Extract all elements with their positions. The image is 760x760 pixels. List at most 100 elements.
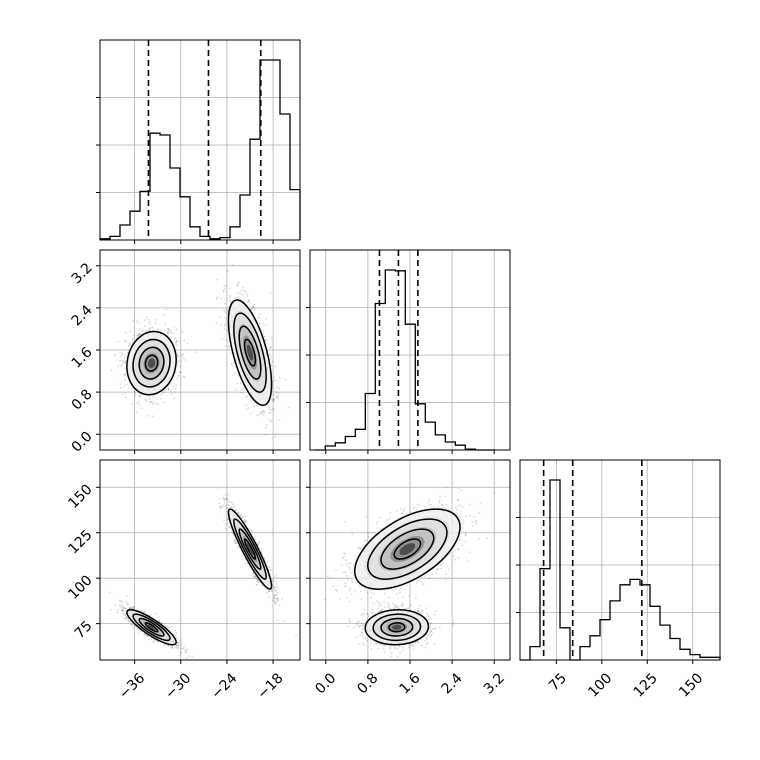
sample-point bbox=[132, 334, 135, 337]
sample-point bbox=[269, 291, 272, 294]
hist-panel-0 bbox=[96, 39, 301, 244]
contour-line bbox=[227, 299, 273, 407]
sample-point bbox=[273, 597, 276, 600]
sample-point bbox=[149, 327, 152, 329]
sample-point bbox=[149, 401, 152, 403]
sample-point bbox=[176, 344, 179, 347]
sample-point bbox=[261, 411, 264, 414]
sample-point bbox=[236, 545, 239, 548]
sample-point bbox=[267, 412, 270, 414]
sample-point bbox=[138, 333, 141, 336]
sample-point bbox=[181, 355, 184, 358]
sample-point bbox=[283, 620, 286, 623]
sample-point bbox=[181, 647, 184, 650]
contour-line bbox=[138, 617, 165, 637]
sample-point bbox=[272, 407, 275, 410]
sample-point bbox=[173, 397, 175, 400]
sample-point bbox=[114, 354, 116, 357]
sample-point bbox=[220, 324, 223, 327]
sample-point bbox=[124, 331, 127, 334]
sample-point bbox=[235, 389, 237, 391]
sample-point bbox=[277, 397, 279, 399]
sample-point bbox=[236, 291, 239, 294]
sample-point bbox=[268, 353, 271, 356]
sample-point bbox=[230, 352, 232, 354]
sample-point bbox=[174, 646, 177, 649]
sample-point bbox=[218, 502, 221, 505]
sample-point bbox=[123, 372, 125, 375]
sample-point bbox=[114, 603, 117, 606]
sample-point bbox=[127, 345, 130, 347]
sample-point bbox=[224, 323, 227, 326]
sample-point bbox=[258, 313, 261, 316]
sample-point bbox=[170, 331, 173, 334]
sample-point bbox=[191, 655, 194, 658]
sample-point bbox=[123, 385, 125, 388]
sample-point bbox=[255, 414, 258, 417]
sample-point bbox=[167, 328, 170, 331]
sample-point bbox=[238, 281, 240, 284]
sample-point bbox=[119, 604, 122, 607]
sample-point bbox=[132, 607, 135, 610]
sample-point bbox=[269, 346, 272, 349]
sample-point bbox=[167, 626, 169, 629]
sample-point bbox=[132, 626, 134, 628]
sample-point bbox=[120, 606, 123, 609]
sample-point bbox=[129, 607, 131, 610]
sample-point bbox=[120, 601, 123, 604]
density-fill bbox=[147, 624, 156, 630]
sample-point bbox=[236, 382, 239, 385]
sample-point bbox=[137, 632, 140, 635]
sample-point bbox=[139, 610, 142, 612]
sample-point bbox=[124, 373, 127, 376]
sample-point bbox=[143, 319, 146, 322]
sample-point bbox=[138, 322, 141, 325]
sample-point bbox=[287, 406, 290, 409]
sample-point bbox=[226, 329, 229, 331]
sample-point bbox=[151, 326, 154, 329]
sample-point bbox=[265, 317, 267, 320]
sample-point bbox=[276, 597, 279, 600]
sample-point bbox=[274, 379, 277, 382]
sample-point bbox=[121, 612, 124, 614]
sample-point bbox=[218, 315, 221, 318]
sample-point bbox=[118, 604, 121, 607]
sample-point bbox=[274, 435, 276, 438]
sample-point bbox=[127, 619, 130, 622]
sample-point bbox=[222, 290, 225, 293]
panel-background bbox=[520, 460, 720, 660]
sample-point bbox=[153, 402, 155, 405]
sample-point bbox=[261, 410, 264, 413]
sample-point bbox=[242, 286, 244, 289]
sample-point bbox=[128, 342, 131, 344]
sample-point bbox=[185, 651, 187, 654]
sample-point bbox=[131, 605, 134, 608]
sample-point bbox=[160, 393, 162, 396]
sample-point bbox=[167, 328, 170, 330]
sample-point bbox=[270, 420, 272, 423]
sample-point bbox=[269, 346, 272, 349]
sample-point bbox=[144, 398, 147, 401]
sample-point bbox=[149, 614, 152, 616]
sample-point bbox=[234, 542, 237, 544]
sample-point bbox=[180, 639, 182, 642]
sample-point bbox=[141, 610, 144, 613]
sample-point bbox=[109, 591, 111, 594]
sample-point bbox=[126, 603, 129, 605]
sample-point bbox=[271, 400, 274, 403]
sample-point bbox=[262, 330, 265, 332]
sample-point bbox=[223, 498, 226, 501]
sample-point bbox=[132, 340, 134, 343]
sample-point bbox=[228, 346, 230, 349]
sample-point bbox=[174, 387, 177, 390]
sample-point bbox=[273, 394, 276, 396]
sample-point bbox=[124, 339, 126, 342]
sample-point bbox=[240, 289, 243, 292]
sample-point bbox=[145, 399, 148, 402]
sample-point bbox=[262, 322, 265, 325]
sample-point bbox=[269, 358, 272, 360]
sample-point bbox=[133, 605, 136, 608]
sample-point bbox=[157, 641, 159, 643]
sample-point bbox=[182, 357, 185, 359]
